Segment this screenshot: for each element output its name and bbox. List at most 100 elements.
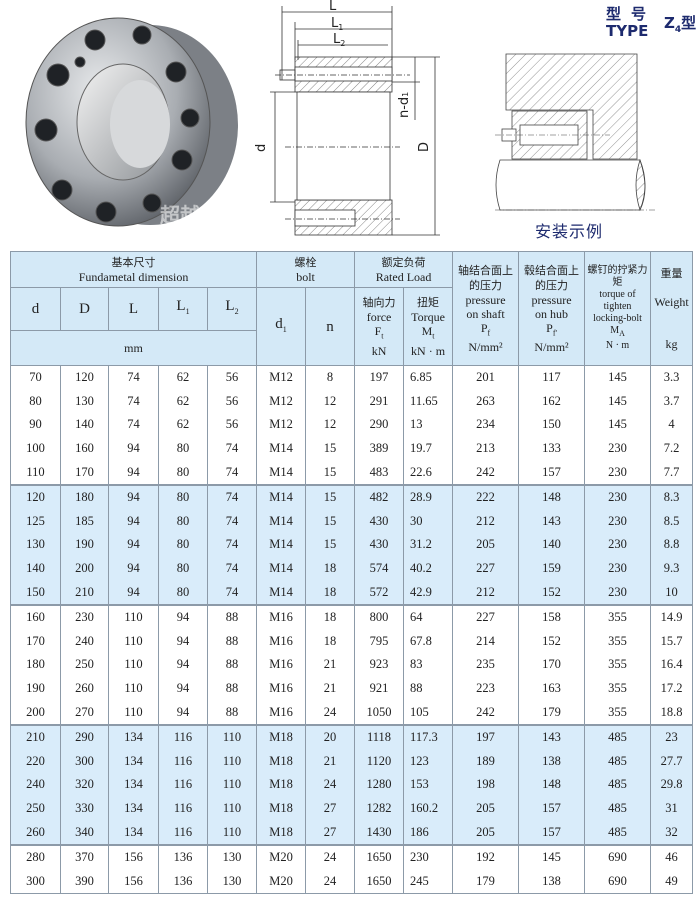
cell-pressure-shaft: 205 (452, 820, 520, 845)
cell-L: 94 (108, 483, 159, 510)
cell-pressure-hub: 140 (518, 533, 586, 557)
cell-pressure-shaft: 201 (452, 365, 520, 390)
cell-d1: M18 (256, 749, 307, 774)
header-fundamental: 基本尺寸 Fundametal dimension (9, 251, 258, 288)
cell-weight: 7.2 (650, 436, 694, 461)
cell-L2: 74 (206, 509, 258, 534)
cell-L2: 56 (206, 413, 258, 437)
cell-d: 80 (10, 389, 61, 414)
table-row: 300 390 156 136 130 M20 24 1650 245 179 138 690 49 (10, 869, 694, 895)
cell-d1: M12 (256, 413, 307, 437)
cell-weight: 10 (650, 580, 694, 605)
cell-L2: 110 (206, 749, 258, 774)
cell-weight: 29.8 (650, 773, 694, 797)
cell-L: 134 (108, 820, 159, 845)
cell-L: 94 (108, 509, 159, 534)
cell-pressure-hub: 179 (518, 700, 586, 725)
cell-torque: 6.85 (403, 365, 454, 390)
cell-D: 130 (60, 389, 109, 414)
cell-n: 18 (305, 556, 356, 581)
cell-L: 110 (108, 629, 159, 654)
cell-d: 300 (10, 869, 61, 895)
cell-n: 18 (305, 580, 356, 605)
cell-D: 240 (60, 629, 109, 654)
dim-L-label: L (329, 0, 337, 14)
cell-L2: 74 (206, 483, 258, 510)
cell-d: 120 (10, 483, 61, 510)
cell-force: 290 (354, 413, 405, 437)
cell-d1: M18 (256, 796, 307, 821)
cell-tightening-torque: 690 (584, 843, 652, 870)
cell-d: 200 (10, 700, 61, 725)
cell-weight: 14.9 (650, 603, 694, 630)
cell-weight: 3.3 (650, 365, 694, 390)
cell-force: 1282 (354, 796, 405, 821)
cell-torque: 31.2 (403, 533, 454, 557)
cell-weight: 31 (650, 796, 694, 821)
cell-D: 180 (60, 483, 109, 510)
header-torque: 扭矩 Torque Mt kN · m (403, 287, 454, 366)
cell-D: 200 (60, 556, 109, 581)
cell-force: 430 (354, 533, 405, 557)
dim-L1-label: L (331, 16, 339, 31)
cell-torque: 88 (403, 676, 454, 701)
cell-pressure-shaft: 197 (452, 723, 520, 750)
cell-L: 74 (108, 365, 159, 390)
cell-weight: 46 (650, 843, 694, 870)
cell-d1: M16 (256, 603, 307, 630)
cell-L1: 80 (158, 436, 208, 461)
cell-L1: 80 (158, 533, 208, 557)
cell-n: 15 (305, 460, 356, 485)
cell-torque: 67.8 (403, 629, 454, 654)
cell-weight: 7.7 (650, 460, 694, 485)
header-D: D (60, 287, 109, 331)
cell-pressure-shaft: 242 (452, 700, 520, 725)
cell-torque: 83 (403, 653, 454, 677)
cell-n: 21 (305, 676, 356, 701)
svg-text:L1: L1 (331, 16, 343, 32)
cell-tightening-torque: 355 (584, 700, 652, 725)
cell-weight: 49 (650, 869, 694, 895)
header-rated-load: 额定负荷 Rated Load (354, 251, 454, 288)
cell-tightening-torque: 230 (584, 436, 652, 461)
cell-pressure-shaft: 212 (452, 509, 520, 534)
cell-pressure-hub: 158 (518, 603, 586, 630)
cell-L1: 94 (158, 700, 208, 725)
cell-pressure-hub: 157 (518, 796, 586, 821)
cell-d1: M12 (256, 389, 307, 414)
cell-n: 24 (305, 869, 356, 895)
table-row: 100 160 94 80 74 M14 15 389 19.7 213 133 230 7.2 (10, 436, 694, 461)
table-row: 80 130 74 62 56 M12 12 291 11.65 263 162 145 3.7 (10, 389, 694, 414)
table-row: 260 340 134 116 110 M18 27 1430 186 205 157 485 32 (10, 820, 694, 845)
cell-tightening-torque: 145 (584, 413, 652, 437)
cell-tightening-torque: 485 (584, 820, 652, 845)
product-photo: 超越 (25, 17, 238, 227)
cell-d: 130 (10, 533, 61, 557)
cell-L2: 74 (206, 580, 258, 605)
cell-d1: M20 (256, 843, 307, 870)
cell-L1: 94 (158, 603, 208, 630)
header-force: 轴向力 force Ft kN (354, 287, 405, 366)
table-row: 160 230 110 94 88 M16 18 800 64 227 158 355 14.9 (10, 603, 694, 630)
cell-L: 134 (108, 773, 159, 797)
cell-d1: M12 (256, 365, 307, 390)
cell-tightening-torque: 485 (584, 773, 652, 797)
cell-L: 110 (108, 603, 159, 630)
cell-L2: 88 (206, 629, 258, 654)
type-model: Z4型 (664, 14, 697, 35)
cell-n: 24 (305, 700, 356, 725)
cell-L2: 56 (206, 389, 258, 414)
cell-d1: M18 (256, 820, 307, 845)
cell-L1: 80 (158, 460, 208, 485)
table-row: 250 330 134 116 110 M18 27 1282 160.2 205 157 485 31 (10, 796, 694, 821)
cell-force: 197 (354, 365, 405, 390)
cell-d: 140 (10, 556, 61, 581)
cell-torque: 117.3 (403, 723, 454, 750)
cell-L2: 74 (206, 533, 258, 557)
cell-pressure-hub: 150 (518, 413, 586, 437)
cell-tightening-torque: 145 (584, 389, 652, 414)
cell-d: 180 (10, 653, 61, 677)
svg-text:L2: L2 (333, 32, 345, 48)
header-mm: mm (9, 330, 258, 366)
